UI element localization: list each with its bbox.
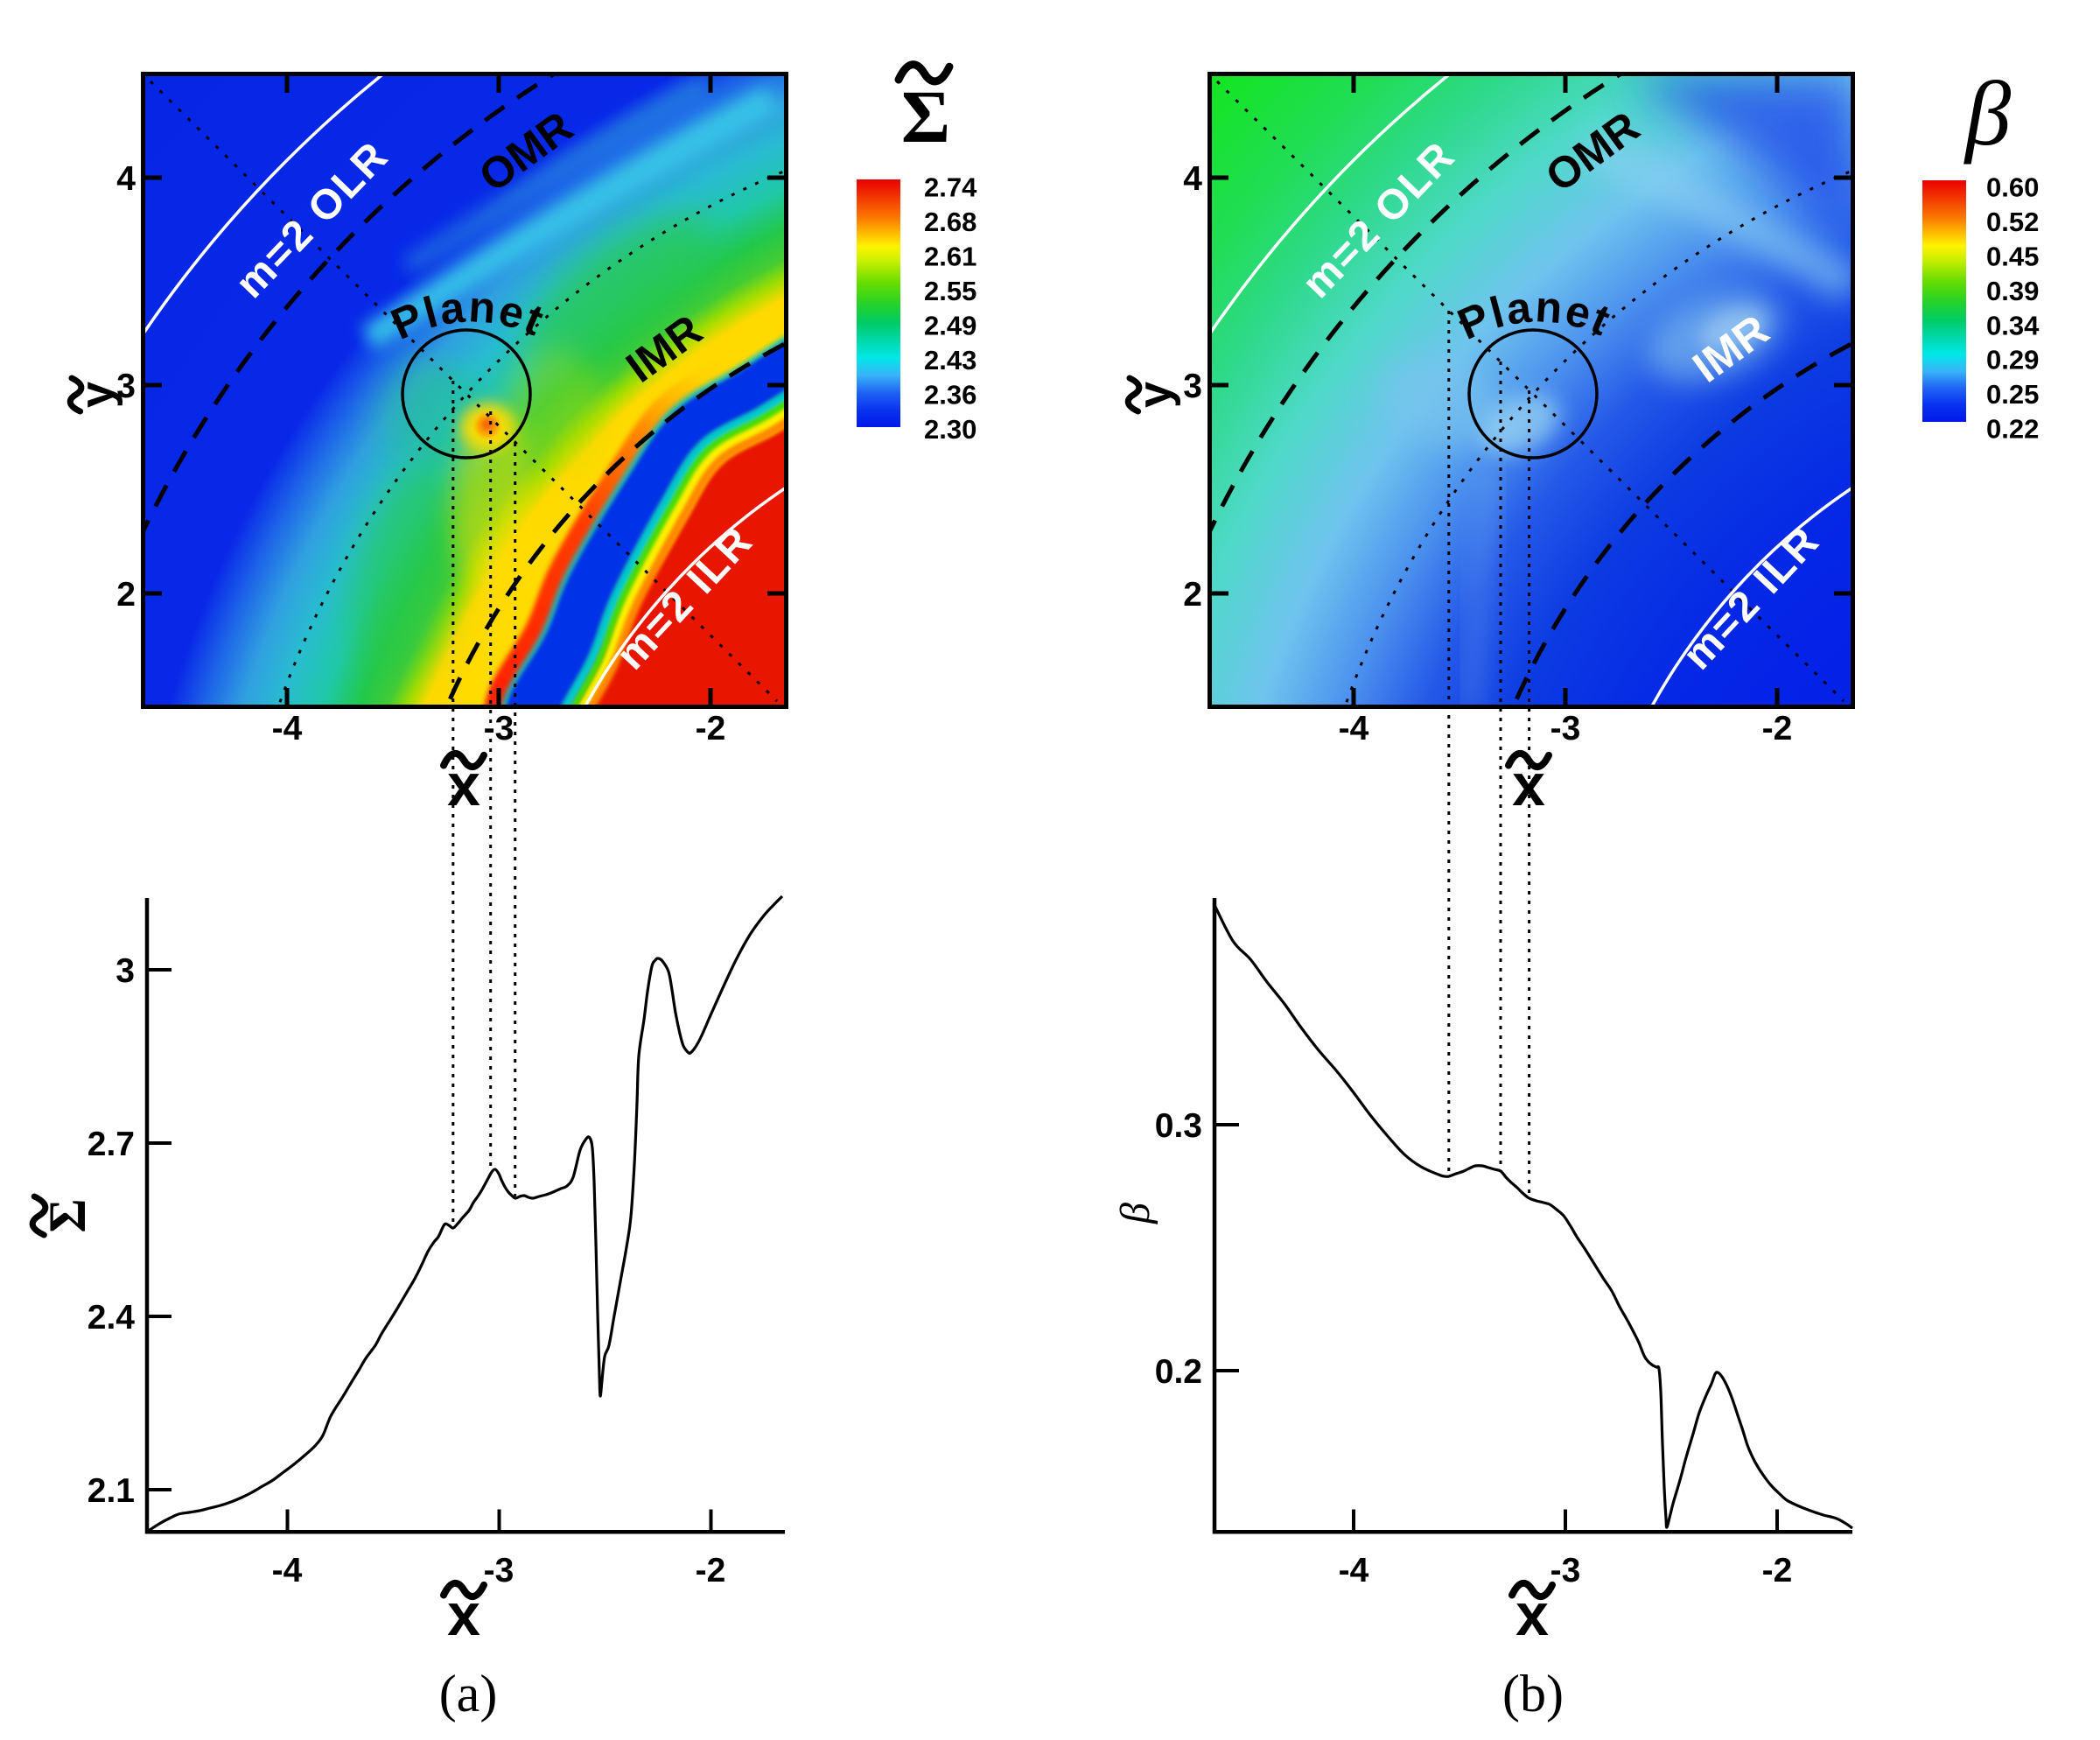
svg-text:2: 2 — [1183, 576, 1202, 614]
svg-text:0.29: 0.29 — [1986, 345, 2039, 375]
svg-text:-3: -3 — [484, 710, 514, 747]
svg-text:4: 4 — [116, 160, 136, 198]
svg-text:0.45: 0.45 — [1986, 242, 2039, 272]
svg-text:0.3: 0.3 — [1155, 1107, 1202, 1145]
svg-text:-2: -2 — [696, 710, 726, 747]
svg-text:3: 3 — [116, 368, 136, 405]
svg-text:2.43: 2.43 — [924, 345, 976, 375]
svg-text:3: 3 — [116, 952, 135, 990]
svg-text:0.39: 0.39 — [1986, 276, 2039, 306]
svg-text:-4: -4 — [1339, 710, 1369, 747]
svg-text:0.25: 0.25 — [1986, 379, 2039, 410]
svg-text:-3: -3 — [1550, 1552, 1581, 1589]
svg-text:Σ: Σ — [901, 74, 950, 158]
svg-text:β: β — [1112, 1203, 1158, 1224]
svg-text:2.49: 2.49 — [924, 311, 976, 341]
svg-text:2.61: 2.61 — [924, 242, 976, 272]
svg-text:4: 4 — [1183, 160, 1202, 198]
svg-text:(a): (a) — [439, 1665, 498, 1722]
svg-text:2.74: 2.74 — [924, 172, 977, 203]
svg-text:2.55: 2.55 — [924, 276, 976, 306]
svg-text:2.7: 2.7 — [88, 1126, 135, 1163]
svg-text:-4: -4 — [272, 1552, 303, 1589]
svg-text:2.36: 2.36 — [924, 380, 976, 410]
svg-text:-3: -3 — [1550, 710, 1581, 747]
svg-text:0.22: 0.22 — [1986, 414, 2039, 445]
svg-text:Σ: Σ — [38, 1198, 96, 1232]
svg-text:β: β — [1964, 62, 2012, 165]
svg-text:-2: -2 — [696, 1552, 726, 1589]
svg-text:2: 2 — [116, 576, 136, 614]
svg-text:-2: -2 — [1762, 710, 1793, 747]
svg-text:0.34: 0.34 — [1986, 310, 2040, 340]
svg-text:2.30: 2.30 — [924, 414, 976, 445]
svg-text:0.2: 0.2 — [1155, 1353, 1202, 1391]
svg-text:0.52: 0.52 — [1986, 207, 2039, 237]
svg-text:2.4: 2.4 — [88, 1299, 136, 1337]
svg-text:-4: -4 — [1339, 1552, 1369, 1589]
svg-text:-4: -4 — [272, 710, 303, 747]
svg-text:2.68: 2.68 — [924, 207, 976, 237]
svg-text:(b): (b) — [1502, 1665, 1564, 1722]
svg-text:0.60: 0.60 — [1986, 172, 2039, 203]
svg-text:2.1: 2.1 — [88, 1472, 135, 1510]
svg-text:-2: -2 — [1762, 1552, 1793, 1589]
svg-text:3: 3 — [1183, 368, 1202, 405]
svg-text:-3: -3 — [484, 1552, 514, 1589]
